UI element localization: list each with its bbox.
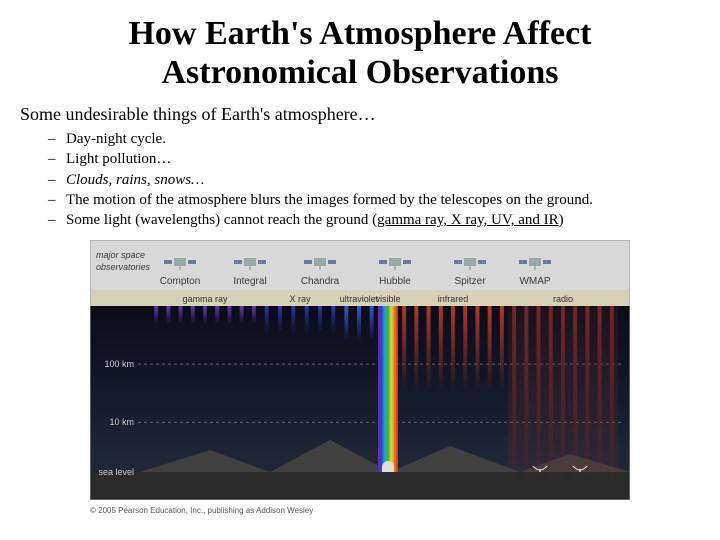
svg-text:Chandra: Chandra xyxy=(301,276,340,287)
title-line-2: Astronomical Observations xyxy=(162,54,559,91)
svg-text:100 km: 100 km xyxy=(104,360,134,370)
svg-text:radio: radio xyxy=(553,294,573,304)
svg-text:WMAP: WMAP xyxy=(519,276,550,287)
dash-icon: – xyxy=(48,190,66,210)
svg-text:Hubble: Hubble xyxy=(379,276,411,287)
svg-text:X ray: X ray xyxy=(289,294,311,304)
bullet-text: The motion of the atmosphere blurs the i… xyxy=(66,190,593,210)
svg-text:infrared: infrared xyxy=(438,294,469,304)
svg-text:Spitzer: Spitzer xyxy=(454,276,486,287)
svg-text:Integral: Integral xyxy=(233,276,266,287)
svg-text:ultraviolet: ultraviolet xyxy=(340,294,379,304)
dash-icon: – xyxy=(48,149,66,169)
list-item: – Day-night cycle. xyxy=(48,129,700,149)
diagram-svg: 100 km 10 km sea level major space observato… xyxy=(90,240,630,500)
intro-text: Some undesirable things of Earth's atmos… xyxy=(20,104,700,125)
list-item: – Light pollution… xyxy=(48,149,700,169)
slide-title: How Earth's Atmosphere Affect Astronomic… xyxy=(20,14,700,92)
title-line-1: How Earth's Atmosphere Affect xyxy=(128,15,591,52)
atmosphere-diagram: 100 km 10 km sea level major space observato… xyxy=(90,240,630,500)
svg-text:visible: visible xyxy=(375,294,400,304)
svg-text:10 km: 10 km xyxy=(109,418,134,428)
svg-text:gamma ray: gamma ray xyxy=(182,294,228,304)
list-item: – The motion of the atmosphere blurs the… xyxy=(48,190,700,210)
list-item: – Some light (wavelengths) cannot reach … xyxy=(48,210,700,230)
dash-icon: – xyxy=(48,210,66,230)
svg-text:Compton: Compton xyxy=(160,276,201,287)
bullet-text: Day-night cycle. xyxy=(66,129,166,149)
bullet-list: – Day-night cycle. – Light pollution… – … xyxy=(48,129,700,230)
bullet-text: Some light (wavelengths) cannot reach th… xyxy=(66,210,564,230)
credit-text: © 2005 Pearson Education, Inc., publishi… xyxy=(90,506,630,515)
dash-icon: – xyxy=(48,170,66,190)
dash-icon: – xyxy=(48,129,66,149)
list-item: – Clouds, rains, snows… xyxy=(48,170,700,190)
bullet-text: Light pollution… xyxy=(66,149,171,169)
svg-text:major space: major space xyxy=(96,250,145,260)
bullet-text: Clouds, rains, snows… xyxy=(66,170,204,190)
svg-text:sea level: sea level xyxy=(98,467,134,477)
svg-text:observatories: observatories xyxy=(96,262,151,272)
